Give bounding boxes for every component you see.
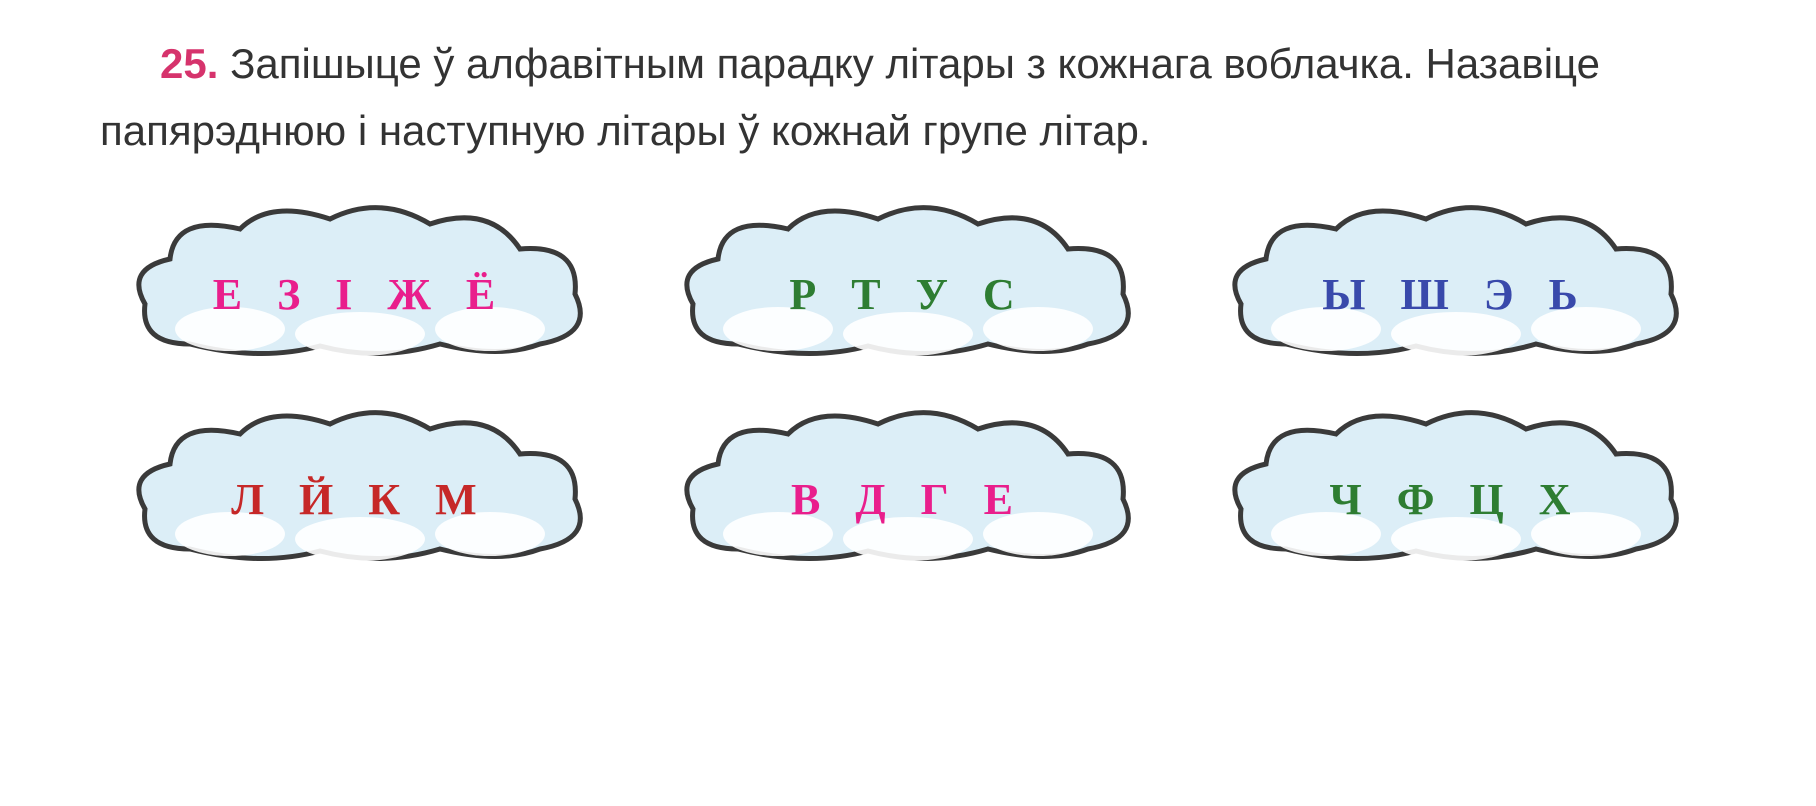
cloud-4: Л Й К М <box>120 399 600 579</box>
cloud-6: Ч Ф Ц Х <box>1216 399 1696 579</box>
cloud-3: Ы Ш Э Ь <box>1216 194 1696 374</box>
cloud-letters: Л Й К М <box>231 474 488 525</box>
task-body: Запішыце ў алфавітным парадку літары з к… <box>100 40 1600 154</box>
cloud-row-1: Е З І Ж Ё Р Т У С Ы Ш Э Ь <box>120 194 1696 374</box>
cloud-letters: Ы Ш Э Ь <box>1322 269 1589 320</box>
task-number: 25. <box>160 40 218 87</box>
task-text: 25. Запішыце ў алфавітным парадку літары… <box>100 30 1716 164</box>
cloud-letters: Ч Ф Ц Х <box>1329 474 1582 525</box>
cloud-letters: Р Т У С <box>789 269 1026 320</box>
cloud-row-2: Л Й К М В Д Г Е Ч Ф Ц Х <box>120 399 1696 579</box>
cloud-1: Е З І Ж Ё <box>120 194 600 374</box>
cloud-letters: Е З І Ж Ё <box>213 269 508 320</box>
cloud-5: В Д Г Е <box>668 399 1148 579</box>
cloud-letters: В Д Г Е <box>791 474 1025 525</box>
cloud-2: Р Т У С <box>668 194 1148 374</box>
clouds-container: Е З І Ж Ё Р Т У С Ы Ш Э Ь <box>100 194 1716 579</box>
